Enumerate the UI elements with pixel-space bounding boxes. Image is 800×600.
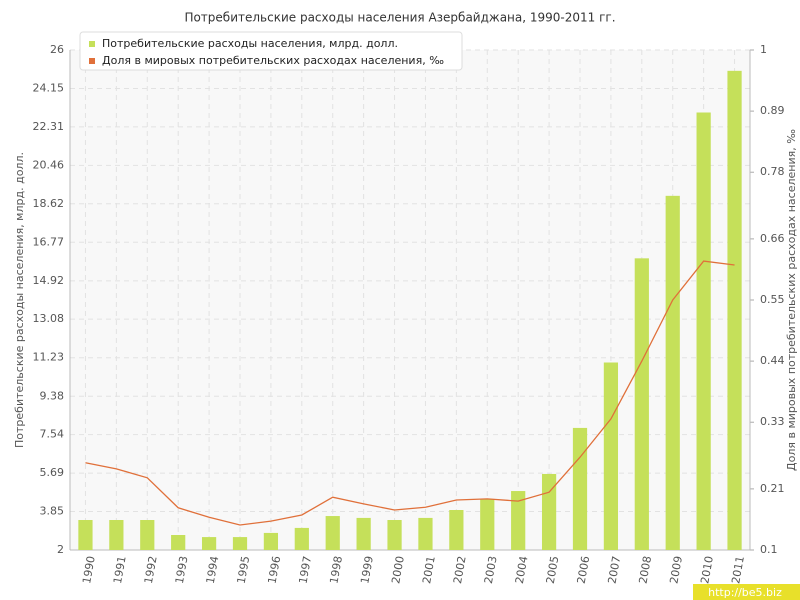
x-tick-label: 2005 (544, 555, 562, 585)
x-tick-label: 2010 (698, 555, 716, 585)
x-tick-label: 2006 (575, 555, 593, 585)
y-tick-label: 13.08 (33, 312, 65, 325)
x-tick-label: 1994 (204, 555, 222, 585)
y-tick-label: 22.31 (33, 120, 65, 133)
x-tick-label: 2000 (389, 555, 407, 585)
bar (541, 473, 557, 550)
y2-tick-label: 0.89 (760, 104, 785, 117)
bar (294, 527, 309, 550)
x-tick-label: 1995 (235, 555, 253, 585)
bar (78, 520, 93, 550)
legend-label: Доля в мировых потребительских расходах … (102, 54, 444, 67)
bar (603, 362, 619, 550)
legend: Потребительские расходы населения, млрд.… (79, 31, 463, 71)
x-tick-label: 2011 (729, 555, 747, 585)
x-tick-label: 2008 (636, 555, 654, 585)
y-tick-label: 3.85 (40, 504, 65, 517)
bar (449, 510, 464, 550)
y2-tick-label: 0.21 (760, 482, 785, 495)
y-tick-label: 24.15 (33, 82, 65, 95)
y2-tick-label: 0.44 (760, 354, 785, 367)
bar (696, 112, 711, 550)
x-tick-label: 1998 (327, 555, 345, 585)
bar (634, 258, 649, 550)
x-tick-label: 2003 (482, 555, 500, 585)
bar (201, 537, 217, 550)
x-tick-label: 1999 (358, 555, 376, 585)
bar (480, 498, 495, 550)
y2-tick-label: 0.66 (760, 232, 785, 245)
y2-tick-label: 1 (760, 43, 767, 56)
bar (511, 491, 526, 550)
x-tick-label: 2004 (513, 555, 531, 585)
bar (356, 517, 371, 550)
y-tick-label: 2 (57, 543, 64, 556)
x-tick-label: 2007 (606, 555, 624, 585)
y-tick-label: 9.38 (40, 389, 65, 402)
bar (387, 520, 402, 550)
y-tick-label: 11.23 (33, 351, 65, 364)
y-tick-label: 18.62 (33, 197, 65, 210)
bar (325, 516, 340, 550)
bar (418, 517, 433, 550)
y-tick-label: 20.46 (33, 158, 65, 171)
x-tick-label: 1993 (173, 555, 191, 585)
legend-box (79, 31, 463, 71)
y-tick-label: 16.77 (33, 235, 65, 248)
bar (232, 537, 248, 550)
y-tick-label: 26 (50, 43, 64, 56)
y2-tick-label: 0.55 (760, 293, 785, 306)
y2-tick-label: 0.78 (760, 165, 785, 178)
watermark-bg (693, 584, 800, 600)
y2-tick-label: 0.33 (760, 415, 785, 428)
x-tick-label: 2002 (451, 555, 469, 585)
watermark: http://be5.biz (708, 586, 782, 599)
bar (171, 535, 186, 550)
x-tick-label: 2009 (667, 555, 685, 585)
x-tick-label: 1996 (266, 555, 284, 585)
legend-label: Потребительские расходы населения, млрд.… (102, 37, 398, 50)
legend-swatch (89, 41, 95, 47)
bar (140, 520, 155, 550)
y-axis-label: Потребительские расходы населения, млрд.… (13, 152, 26, 448)
y-tick-label: 5.69 (40, 466, 65, 479)
bar (572, 427, 588, 550)
bar (109, 520, 124, 550)
legend-swatch (89, 58, 95, 64)
y-tick-label: 14.92 (33, 274, 65, 287)
y2-axis-label: Доля в мировых потребительских расходах … (785, 129, 798, 471)
bar (727, 70, 742, 550)
line (85, 260, 735, 526)
x-tick-label: 2001 (420, 555, 438, 585)
x-tick-label: 1997 (296, 555, 314, 585)
y2-tick-label: 0.1 (760, 543, 778, 556)
chart-title: Потребительские расходы населения Азерба… (184, 11, 615, 25)
y-tick-label: 7.54 (40, 428, 65, 441)
x-tick-label: 1990 (80, 555, 98, 585)
x-tick-label: 1992 (142, 555, 160, 585)
bar (263, 532, 279, 550)
bar (665, 195, 680, 551)
x-tick-label: 1991 (111, 555, 129, 585)
